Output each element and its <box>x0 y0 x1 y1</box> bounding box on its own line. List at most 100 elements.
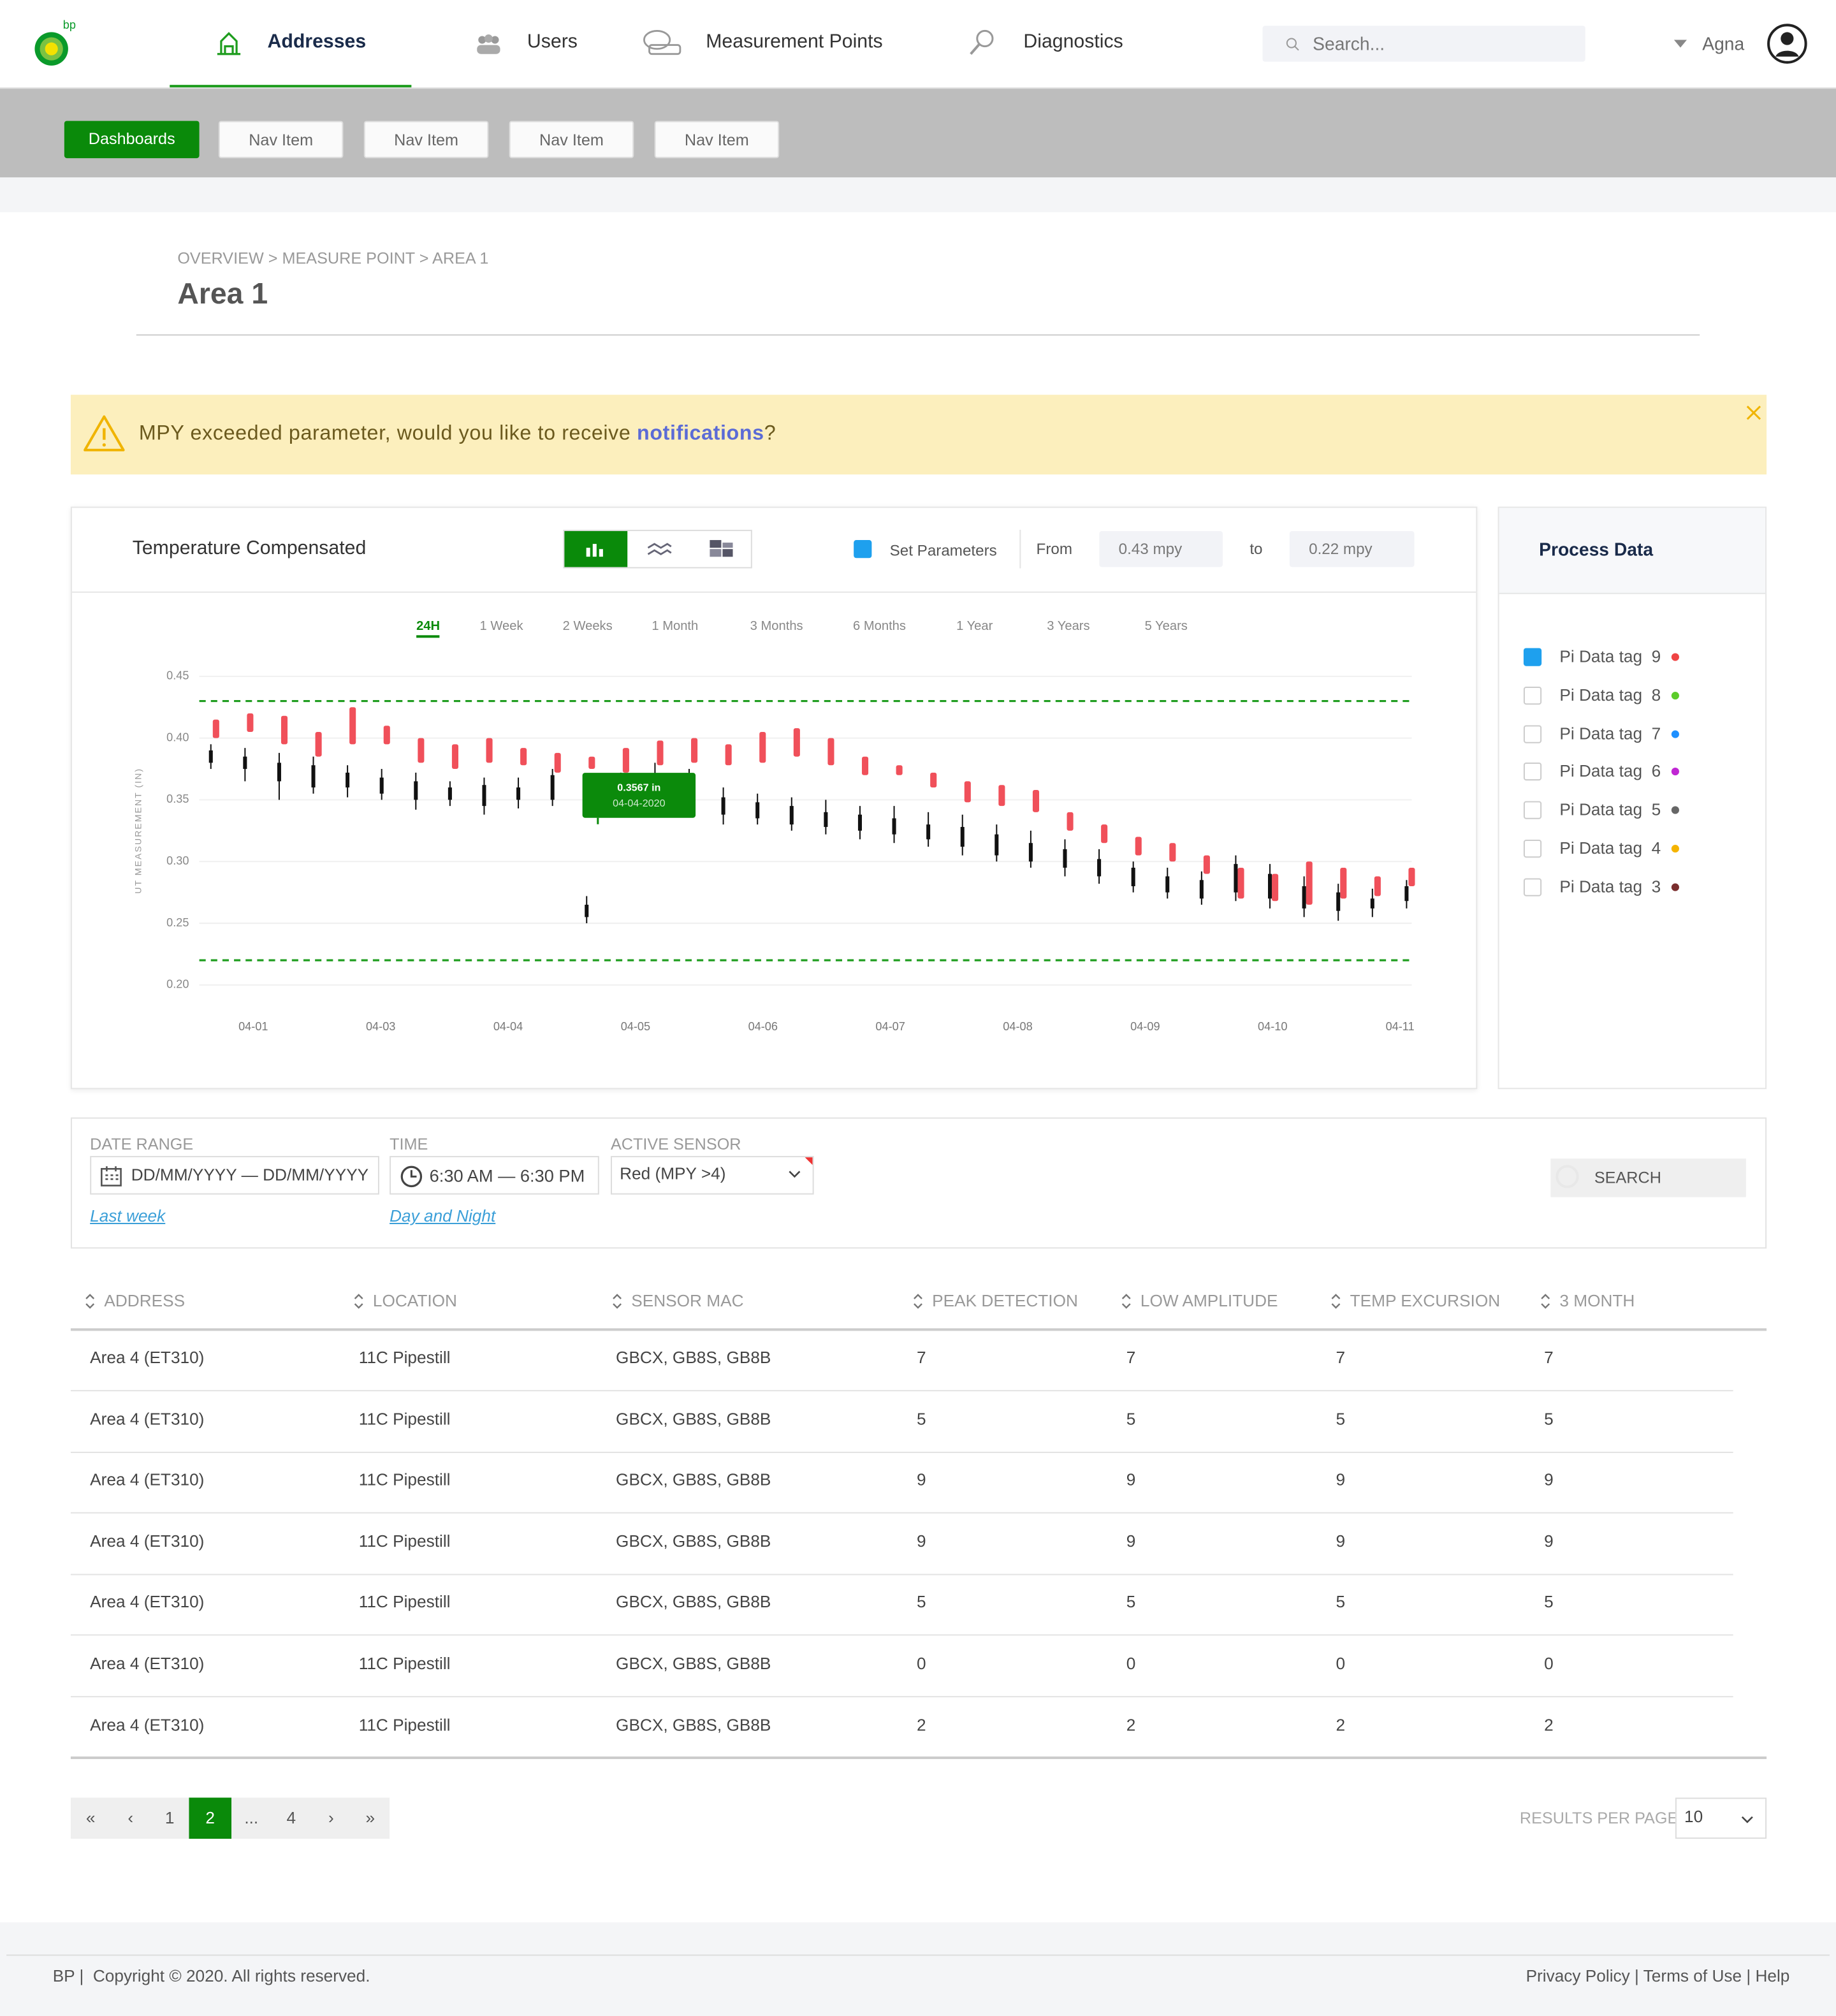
subnav-button[interactable]: Nav Item <box>509 121 634 159</box>
candle-body <box>1336 892 1341 911</box>
sensor-select[interactable]: Red (MPY >4) <box>610 1156 814 1195</box>
toggle-heatmap[interactable] <box>710 540 733 558</box>
from-input[interactable]: 0.43 mpy <box>1099 530 1223 567</box>
results-label: RESULTS PER PAGE <box>1519 1809 1679 1827</box>
time-link[interactable]: Day and Night <box>390 1206 496 1226</box>
footer-links[interactable]: Privacy Policy | Terms of Use | Help <box>1526 1966 1790 1985</box>
x-tick-label: 04-01 <box>238 1020 268 1033</box>
tag-checkbox[interactable] <box>1523 839 1542 858</box>
nav-item[interactable]: Diagnostics <box>1023 31 1123 53</box>
range-tab[interactable]: 6 Months <box>853 620 906 634</box>
candle-body <box>247 713 254 732</box>
footer-copyright: BP | Copyright © 2020. All rights reserv… <box>52 1966 370 1985</box>
page-button[interactable]: › <box>328 1808 334 1827</box>
sort-icon[interactable] <box>354 1292 364 1309</box>
logo: bp <box>34 18 76 66</box>
page-button[interactable]: 2 <box>189 1797 232 1839</box>
candle-body <box>520 748 527 766</box>
range-tab[interactable]: 3 Years <box>1047 620 1090 634</box>
to-input[interactable]: 0.22 mpy <box>1289 530 1415 567</box>
subnav-button[interactable]: Nav Item <box>363 121 489 159</box>
tag-checkbox[interactable] <box>1523 878 1542 896</box>
tag-checkbox[interactable] <box>1523 763 1542 781</box>
table-cell: 7 <box>1126 1347 1136 1367</box>
tag-checkbox[interactable] <box>1523 724 1542 743</box>
from-value: 0.43 mpy <box>1118 540 1183 559</box>
alert-close[interactable] <box>1746 405 1761 420</box>
set-parameters-checkbox[interactable] <box>854 540 872 559</box>
search-box[interactable]: Search... <box>1262 26 1585 62</box>
page-button[interactable]: 4 <box>286 1808 296 1827</box>
y-tick-label: 0.30 <box>166 854 189 867</box>
time-label: TIME <box>390 1135 428 1154</box>
nav-item[interactable]: Users <box>527 31 578 53</box>
sort-icon[interactable] <box>85 1292 95 1309</box>
alert-link[interactable]: notifications <box>637 423 764 445</box>
page-button[interactable]: 1 <box>164 1808 175 1827</box>
avatar[interactable] <box>1767 23 1808 64</box>
per-page-select[interactable]: 10 <box>1675 1797 1767 1839</box>
nav-item[interactable]: Measurement Points <box>706 31 883 53</box>
sort-icon[interactable] <box>1330 1292 1341 1309</box>
strip <box>0 177 1836 212</box>
nav-item[interactable]: Addresses <box>267 31 367 53</box>
search-button[interactable]: SEARCH <box>1550 1158 1746 1197</box>
column-header[interactable]: 3 MONTH <box>1559 1290 1635 1311</box>
column-header[interactable]: ADDRESS <box>104 1290 186 1311</box>
toggle-line[interactable] <box>646 541 672 557</box>
range-tab[interactable]: 2 Weeks <box>562 620 613 634</box>
candle-body <box>277 763 281 782</box>
alert-icon <box>84 415 125 451</box>
column-header[interactable]: PEAK DETECTION <box>932 1290 1078 1311</box>
column-header[interactable]: TEMP EXCURSION <box>1350 1290 1501 1311</box>
column-header[interactable]: LOCATION <box>372 1290 457 1311</box>
sort-icon[interactable] <box>913 1292 923 1309</box>
page-button[interactable]: « <box>85 1808 96 1827</box>
range-tab[interactable]: 1 Month <box>652 620 699 634</box>
date-link[interactable]: Last week <box>90 1206 166 1226</box>
candle-body <box>755 802 760 819</box>
table-cell: Area 4 (ET310) <box>90 1347 205 1367</box>
toggle-bar[interactable] <box>564 530 628 567</box>
y-tick-label: 0.35 <box>166 793 189 805</box>
range-tab[interactable]: 5 Years <box>1144 620 1188 634</box>
range-tab[interactable]: 3 Months <box>750 620 803 634</box>
candle-body <box>824 812 828 828</box>
subnav-button[interactable]: Nav Item <box>218 121 344 159</box>
divider <box>1019 529 1021 569</box>
tag-checkbox[interactable] <box>1523 686 1542 705</box>
subnav-button[interactable]: Dashboards <box>64 121 200 159</box>
sensor-corner <box>805 1157 813 1165</box>
sort-icon[interactable] <box>612 1292 622 1309</box>
column-header[interactable]: LOW AMPLITUDE <box>1140 1290 1278 1311</box>
range-tab[interactable]: 1 Week <box>479 620 523 634</box>
subnav-button[interactable]: Nav Item <box>654 121 780 159</box>
candle-body <box>379 777 384 794</box>
per-page-caret <box>1741 1816 1753 1823</box>
user-name[interactable]: Agna <box>1702 33 1745 54</box>
row-rule <box>70 1696 1733 1698</box>
page-button[interactable]: » <box>365 1808 375 1827</box>
table-cell: 11C Pipestill <box>358 1347 451 1367</box>
tag-checkbox[interactable] <box>1523 801 1542 820</box>
page-button[interactable]: ... <box>244 1808 259 1827</box>
range-tab[interactable]: 1 Year <box>956 620 993 634</box>
sort-icon[interactable] <box>1540 1292 1550 1309</box>
table-cell: 2 <box>1126 1714 1136 1734</box>
page-button[interactable]: ‹ <box>127 1808 134 1827</box>
tag-checkbox[interactable] <box>1523 648 1542 666</box>
range-tab[interactable]: 24H <box>416 620 441 638</box>
table-cell: 11C Pipestill <box>358 1653 451 1673</box>
sort-icon[interactable] <box>1121 1292 1132 1309</box>
candle-body <box>926 824 931 840</box>
candle-body <box>721 797 725 815</box>
date-input[interactable]: DD/MM/YYYY — DD/MM/YYYY <box>90 1156 379 1195</box>
y-tick-label: 0.20 <box>166 978 189 991</box>
candle-body <box>1340 867 1347 899</box>
tag-label: Pi Data tag 6 <box>1559 761 1661 781</box>
time-input[interactable]: 6:30 AM — 6:30 PM <box>390 1156 599 1195</box>
table-cell: 9 <box>916 1531 926 1551</box>
x-tick-label: 04-10 <box>1258 1020 1287 1033</box>
column-header[interactable]: SENSOR MAC <box>631 1290 744 1311</box>
table-cell: 5 <box>1126 1408 1136 1428</box>
